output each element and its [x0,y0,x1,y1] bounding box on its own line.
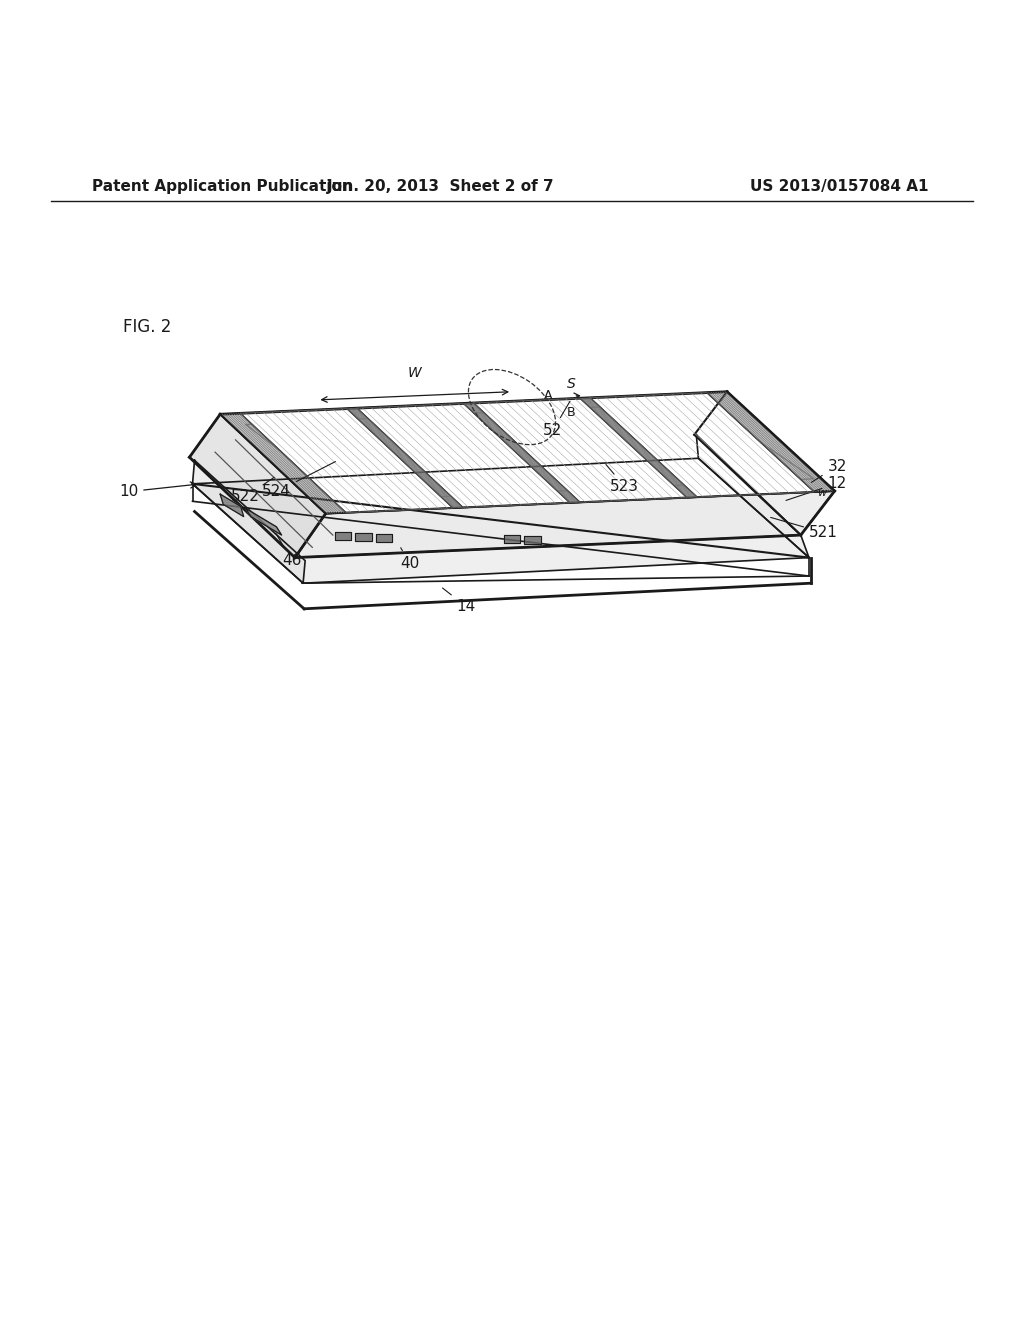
Polygon shape [524,536,541,544]
Text: Patent Application Publication: Patent Application Publication [92,180,353,194]
Text: S: S [567,376,575,391]
Text: 32: 32 [811,458,847,482]
Polygon shape [355,533,372,541]
Polygon shape [220,494,244,516]
Polygon shape [376,535,392,543]
Polygon shape [590,392,814,498]
Polygon shape [504,535,520,544]
Polygon shape [193,458,809,583]
Polygon shape [295,491,835,557]
Text: Jun. 20, 2013  Sheet 2 of 7: Jun. 20, 2013 Sheet 2 of 7 [327,180,554,194]
Polygon shape [473,399,687,503]
Text: 14: 14 [442,587,475,614]
Text: 524: 524 [262,462,336,499]
Polygon shape [220,413,346,513]
Polygon shape [193,461,305,583]
Text: FIG. 2: FIG. 2 [123,318,171,337]
Text: US 2013/0157084 A1: US 2013/0157084 A1 [751,180,929,194]
Polygon shape [347,408,463,508]
Polygon shape [696,434,809,557]
Text: 10: 10 [119,482,197,499]
Polygon shape [335,532,351,540]
Text: 521: 521 [771,517,838,540]
Polygon shape [580,397,697,498]
Text: 523: 523 [606,465,639,494]
Text: 12: 12 [786,477,847,500]
Polygon shape [246,508,282,535]
Text: 522: 522 [231,478,274,504]
Text: B: B [567,405,575,418]
Polygon shape [357,404,570,507]
Text: 46: 46 [275,533,301,568]
Polygon shape [189,414,326,557]
Polygon shape [694,392,835,535]
Text: 52: 52 [544,401,570,438]
Text: A: A [544,389,552,403]
Text: 40: 40 [400,548,419,570]
Polygon shape [464,403,580,503]
Text: w: w [817,488,826,498]
Polygon shape [241,409,453,512]
Polygon shape [220,392,835,513]
Text: W: W [408,366,422,380]
Polygon shape [707,392,835,492]
